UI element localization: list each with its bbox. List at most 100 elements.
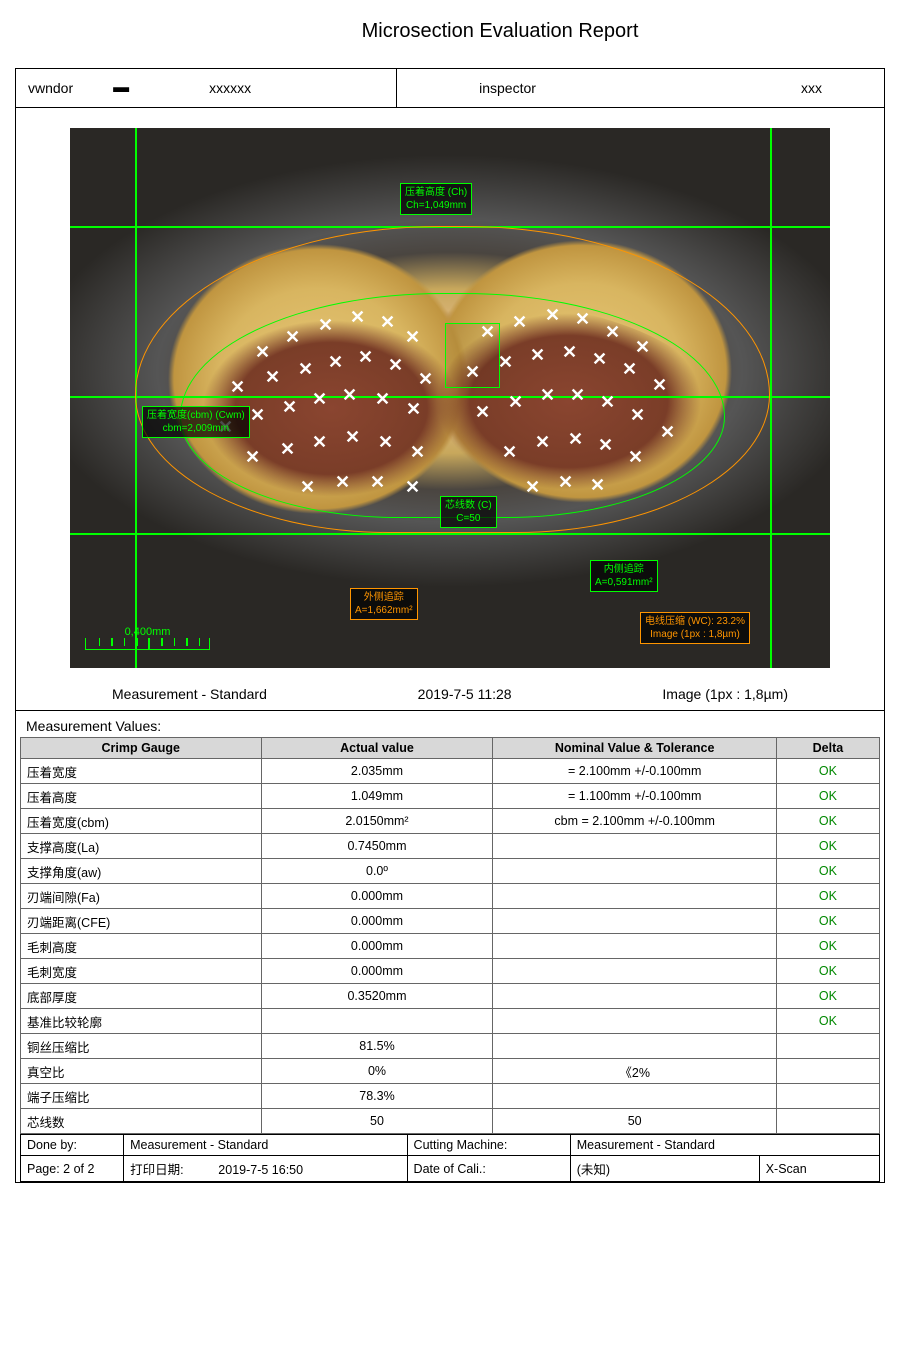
strand-x-icon: ✕: [405, 478, 420, 496]
strand-x-icon: ✕: [530, 346, 545, 364]
caption-right: Image (1px : 1,8µm): [662, 686, 788, 702]
footer-table: Done by: Measurement - Standard Cutting …: [20, 1134, 880, 1182]
table-row: 毛刺宽度0.000mmOK: [21, 959, 880, 984]
cell-actual: 2.0150mm²: [261, 809, 493, 834]
strand-x-icon: ✕: [628, 448, 643, 466]
strand-x-icon: ✕: [622, 360, 637, 378]
cell-nominal: = 2.100mm +/-0.100mm: [493, 759, 776, 784]
strand-x-icon: ✕: [312, 390, 327, 408]
cell-delta: OK: [776, 859, 879, 884]
anno-ch: 压着高度 (Ch) Ch=1,049mm: [400, 183, 472, 215]
cell-gauge: 压着高度: [21, 784, 262, 809]
inspector-label: inspector: [479, 80, 536, 96]
cell-delta: OK: [776, 909, 879, 934]
cell-gauge: 刃端间隙(Fa): [21, 884, 262, 909]
strand-x-icon: ✕: [605, 323, 620, 341]
strand-x-icon: ✕: [300, 478, 315, 496]
cell-actual: 0.000mm: [261, 884, 493, 909]
measurement-section: Measurement Values: Crimp Gauge Actual v…: [16, 710, 884, 1182]
cell-nominal: [493, 884, 776, 909]
cell-actual: 0.0º: [261, 859, 493, 884]
strand-x-icon: ✕: [598, 436, 613, 454]
strand-x-icon: ✕: [562, 343, 577, 361]
report-body: vwndor ▬ xxxxxx inspector xxx ✕ ✕ ✕ ✕ ✕ ✕ ✕ ✕ ✕ ✕…: [15, 68, 885, 1183]
cell-actual: 0.000mm: [261, 934, 493, 959]
strand-x-icon: ✕: [298, 360, 313, 378]
strand-x-icon: ✕: [265, 368, 280, 386]
strand-x-icon: ✕: [378, 433, 393, 451]
strand-x-icon: ✕: [570, 386, 585, 404]
strand-x-icon: ✕: [525, 478, 540, 496]
cell-nominal: 50: [493, 1109, 776, 1134]
cell-nominal: [493, 1034, 776, 1059]
mv-title: Measurement Values:: [20, 715, 880, 737]
cell-nominal: [493, 984, 776, 1009]
col-actual: Actual value: [261, 738, 493, 759]
cell-nominal: [493, 859, 776, 884]
cell-nominal: cbm = 2.100mm +/-0.100mm: [493, 809, 776, 834]
vendor-label: vwndor: [28, 80, 73, 96]
strand-x-icon: ✕: [318, 316, 333, 334]
strand-x-icon: ✕: [335, 473, 350, 491]
measurement-table: Crimp Gauge Actual value Nominal Value &…: [20, 737, 880, 1134]
strand-x-icon: ✕: [405, 328, 420, 346]
anno-wc: 电线压缩 (WC): 23.2% Image (1px : 1,8µm): [640, 612, 750, 644]
cutting-label: Cutting Machine:: [407, 1135, 570, 1156]
cell-gauge: 支撑角度(aw): [21, 859, 262, 884]
cell-delta: [776, 1109, 879, 1134]
strand-x-icon: ✕: [475, 403, 490, 421]
strand-x-icon: ✕: [350, 308, 365, 326]
inspector-cell: inspector xxx: [397, 69, 884, 107]
cell-delta: OK: [776, 1009, 879, 1034]
cell-nominal: [493, 1084, 776, 1109]
table-row: 底部厚度0.3520mmOK: [21, 984, 880, 1009]
table-row: 压着宽度(cbm)2.0150mm²cbm = 2.100mm +/-0.100…: [21, 809, 880, 834]
anno-c: 芯线数 (C) C=50: [440, 496, 497, 528]
cell-gauge: 压着宽度(cbm): [21, 809, 262, 834]
cell-actual: 1.049mm: [261, 784, 493, 809]
cell-gauge: 支撑高度(La): [21, 834, 262, 859]
cell-gauge: 芯线数: [21, 1109, 262, 1134]
strand-x-icon: ✕: [312, 433, 327, 451]
table-header-row: Crimp Gauge Actual value Nominal Value &…: [21, 738, 880, 759]
table-row: 铜丝压缩比81.5%: [21, 1034, 880, 1059]
strand-x-icon: ✕: [660, 423, 675, 441]
vendor-value: xxxxxx: [209, 80, 251, 96]
table-row: 支撑高度(La)0.7450mmOK: [21, 834, 880, 859]
col-gauge: Crimp Gauge: [21, 738, 262, 759]
scale-ticks: [85, 638, 210, 650]
cell-nominal: [493, 1009, 776, 1034]
cell-gauge: 端子压缩比: [21, 1084, 262, 1109]
strand-x-icon: ✕: [282, 398, 297, 416]
cell-actual: 50: [261, 1109, 493, 1134]
page-label: Page: 2 of 2: [21, 1156, 124, 1182]
strand-x-icon: ✕: [600, 393, 615, 411]
strand-x-icon: ✕: [558, 473, 573, 491]
print-cell: 打印日期: 2019-7-5 16:50: [124, 1156, 407, 1182]
strand-x-icon: ✕: [502, 443, 517, 461]
cell-nominal: = 1.100mm +/-0.100mm: [493, 784, 776, 809]
cutting-value: Measurement - Standard: [570, 1135, 879, 1156]
caption-left: Measurement - Standard: [112, 686, 267, 702]
cell-nominal: [493, 934, 776, 959]
strand-x-icon: ✕: [345, 428, 360, 446]
vendor-cell: vwndor ▬ xxxxxx: [16, 69, 397, 107]
cell-delta: [776, 1034, 879, 1059]
col-delta: Delta: [776, 738, 879, 759]
strand-x-icon: ✕: [480, 323, 495, 341]
cell-actual: 0.3520mm: [261, 984, 493, 1009]
strand-x-icon: ✕: [380, 313, 395, 331]
anno-outer: 外侧追踪 A=1,662mm²: [350, 588, 418, 620]
done-by-value: Measurement - Standard: [124, 1135, 407, 1156]
cell-gauge: 基准比较轮廓: [21, 1009, 262, 1034]
scale-label: 0,400mm: [85, 626, 210, 638]
strand-x-icon: ✕: [285, 328, 300, 346]
strand-x-icon: ✕: [375, 390, 390, 408]
cell-nominal: 《2%: [493, 1059, 776, 1084]
cell-delta: OK: [776, 884, 879, 909]
strand-x-icon: ✕: [255, 343, 270, 361]
anno-inner: 内侧追踪 A=0,591mm²: [590, 560, 658, 592]
cell-gauge: 毛刺高度: [21, 934, 262, 959]
print-label: 打印日期:: [130, 1163, 183, 1177]
cell-actual: 0.7450mm: [261, 834, 493, 859]
